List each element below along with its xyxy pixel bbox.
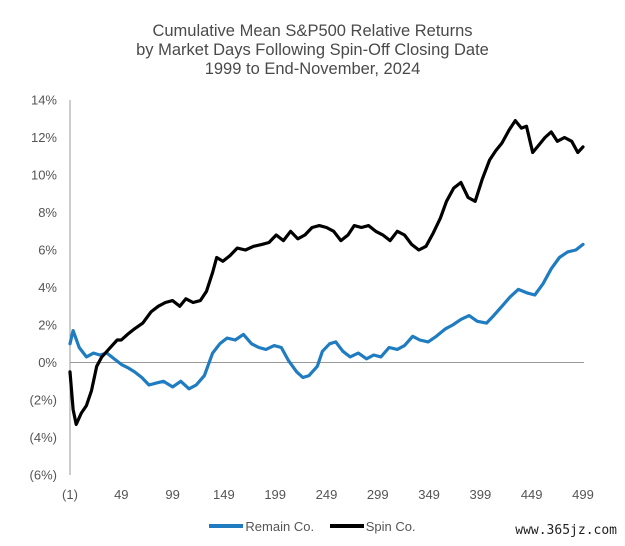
y-tick-label: (6%): [30, 468, 57, 483]
x-tick-label: 399: [470, 487, 492, 502]
x-tick-label: 199: [264, 487, 286, 502]
y-tick-label: 6%: [38, 243, 57, 258]
x-tick-label: (1): [62, 487, 78, 502]
x-tick-label: 349: [418, 487, 440, 502]
chart-title-line-2: by Market Days Following Spin-Off Closin…: [136, 41, 489, 59]
legend-swatch-spin-co: [329, 524, 364, 528]
chart-title: Cumulative Mean S&P500 Relative Returns …: [0, 22, 625, 79]
x-tick-label: 449: [521, 487, 543, 502]
y-tick-label: 10%: [31, 168, 57, 183]
chart-title-line-3: 1999 to End-November, 2024: [204, 60, 421, 78]
x-tick-label: 99: [165, 487, 179, 502]
legend-item-remain-co: Remain Co.: [209, 519, 314, 534]
x-tick-label: 299: [367, 487, 389, 502]
chart-title-line-1: Cumulative Mean S&P500 Relative Returns: [152, 22, 473, 40]
y-tick-label: (4%): [30, 430, 57, 445]
series-line-spin-co: [68, 118, 585, 426]
x-tick-label: 249: [316, 487, 338, 502]
series-line-remain-co: [68, 242, 585, 391]
watermark-text: www.365jz.com: [515, 523, 617, 538]
chart-series: [68, 118, 585, 426]
y-tick-label: 4%: [38, 280, 57, 295]
y-tick-label: (2%): [30, 393, 57, 408]
y-tick-label: 2%: [38, 318, 57, 333]
legend-label-spin-co: Spin Co.: [365, 518, 416, 534]
chart-legend: Remain Co. Spin Co.: [0, 516, 625, 534]
y-tick-label: 14%: [31, 93, 57, 108]
x-tick-label: 499: [572, 487, 594, 502]
x-tick-label: 49: [114, 487, 128, 502]
y-tick-label: 8%: [38, 205, 57, 220]
legend-item-spin-co: Spin Co.: [329, 518, 416, 534]
x-tick-label: 149: [213, 487, 235, 502]
chart-axes: 14% 12% 10% 8% 6% 4% 2% 0% (2%) (4%) (6%) (1) 49 99 14…: [30, 93, 594, 503]
y-tick-label: 0%: [38, 355, 57, 370]
legend-swatch-remain-co: [209, 524, 244, 528]
y-tick-label: 12%: [31, 130, 57, 145]
legend-label-remain-co: Remain Co.: [245, 518, 315, 534]
